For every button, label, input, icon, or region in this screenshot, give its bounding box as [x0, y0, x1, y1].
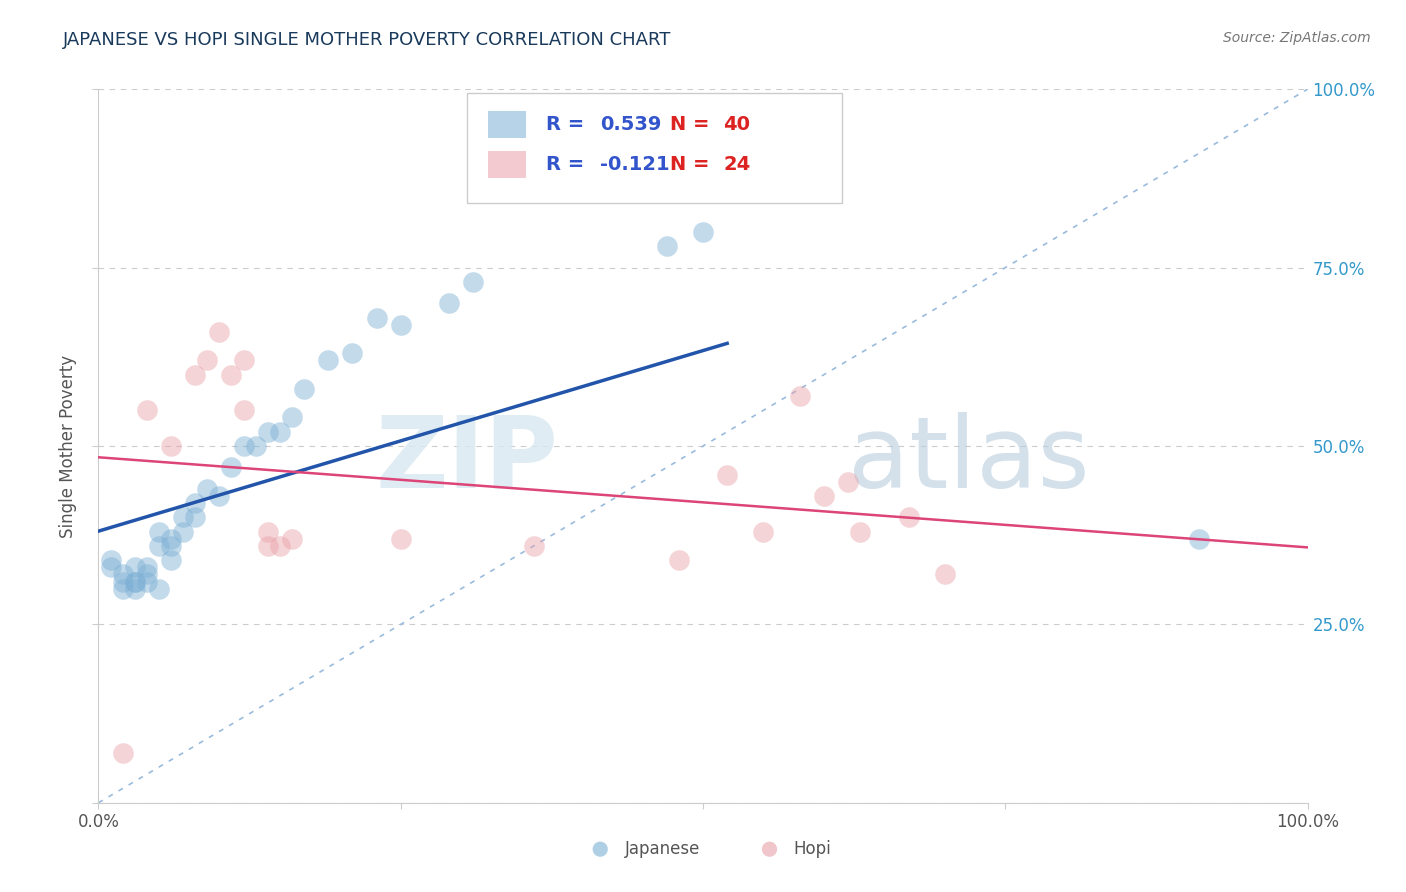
- Text: R =: R =: [546, 115, 591, 135]
- Point: [256, 539, 278, 553]
- Point: [184, 496, 207, 510]
- Point: [245, 439, 267, 453]
- Point: [172, 524, 194, 539]
- Point: [256, 425, 278, 439]
- Text: 24: 24: [724, 154, 751, 174]
- Text: Japanese: Japanese: [624, 840, 700, 858]
- Point: [124, 574, 146, 589]
- Point: [221, 460, 243, 475]
- Point: [256, 524, 278, 539]
- Point: [1188, 532, 1211, 546]
- Point: [184, 368, 207, 382]
- Point: [281, 410, 304, 425]
- Point: [195, 482, 218, 496]
- Point: [292, 382, 315, 396]
- Point: [752, 524, 775, 539]
- Point: [184, 510, 207, 524]
- Bar: [488, 151, 526, 178]
- Point: [160, 532, 183, 546]
- Point: [135, 403, 157, 417]
- Point: [135, 574, 157, 589]
- Point: [111, 582, 134, 596]
- Point: [208, 489, 231, 503]
- FancyBboxPatch shape: [467, 93, 842, 203]
- Point: [897, 510, 920, 524]
- Point: [342, 346, 364, 360]
- Point: [111, 746, 134, 760]
- Point: [813, 489, 835, 503]
- Point: [148, 524, 170, 539]
- Point: [668, 553, 690, 567]
- Point: [269, 425, 291, 439]
- Text: Hopi: Hopi: [793, 840, 831, 858]
- Point: [111, 567, 134, 582]
- Text: Source: ZipAtlas.com: Source: ZipAtlas.com: [1223, 31, 1371, 45]
- Point: [463, 275, 485, 289]
- Point: [269, 539, 291, 553]
- Point: [437, 296, 460, 310]
- Point: [758, 842, 780, 856]
- Point: [389, 318, 412, 332]
- Point: [934, 567, 956, 582]
- Text: ZIP: ZIP: [375, 412, 558, 508]
- Point: [160, 553, 183, 567]
- Text: R =: R =: [546, 154, 591, 174]
- Text: JAPANESE VS HOPI SINGLE MOTHER POVERTY CORRELATION CHART: JAPANESE VS HOPI SINGLE MOTHER POVERTY C…: [63, 31, 672, 49]
- Text: 40: 40: [724, 115, 751, 135]
- Point: [148, 539, 170, 553]
- Point: [389, 532, 412, 546]
- Point: [523, 539, 546, 553]
- Point: [366, 310, 388, 325]
- Bar: [488, 112, 526, 138]
- Point: [316, 353, 339, 368]
- Point: [195, 353, 218, 368]
- Point: [100, 553, 122, 567]
- Point: [589, 842, 612, 856]
- Y-axis label: Single Mother Poverty: Single Mother Poverty: [59, 354, 77, 538]
- Point: [221, 368, 243, 382]
- Point: [849, 524, 872, 539]
- Point: [172, 510, 194, 524]
- Point: [232, 439, 254, 453]
- Text: 0.539: 0.539: [600, 115, 662, 135]
- Point: [232, 353, 254, 368]
- Point: [160, 539, 183, 553]
- Point: [160, 439, 183, 453]
- Point: [208, 325, 231, 339]
- Point: [135, 560, 157, 574]
- Point: [148, 582, 170, 596]
- Point: [124, 582, 146, 596]
- Point: [111, 574, 134, 589]
- Point: [281, 532, 304, 546]
- Point: [789, 389, 811, 403]
- Text: N =: N =: [671, 154, 717, 174]
- Point: [135, 567, 157, 582]
- Point: [124, 574, 146, 589]
- Point: [692, 225, 714, 239]
- Text: -0.121: -0.121: [600, 154, 669, 174]
- Point: [716, 467, 738, 482]
- Point: [100, 560, 122, 574]
- Text: N =: N =: [671, 115, 717, 135]
- Text: atlas: atlas: [848, 412, 1090, 508]
- Point: [655, 239, 678, 253]
- Point: [837, 475, 859, 489]
- Point: [232, 403, 254, 417]
- Point: [124, 560, 146, 574]
